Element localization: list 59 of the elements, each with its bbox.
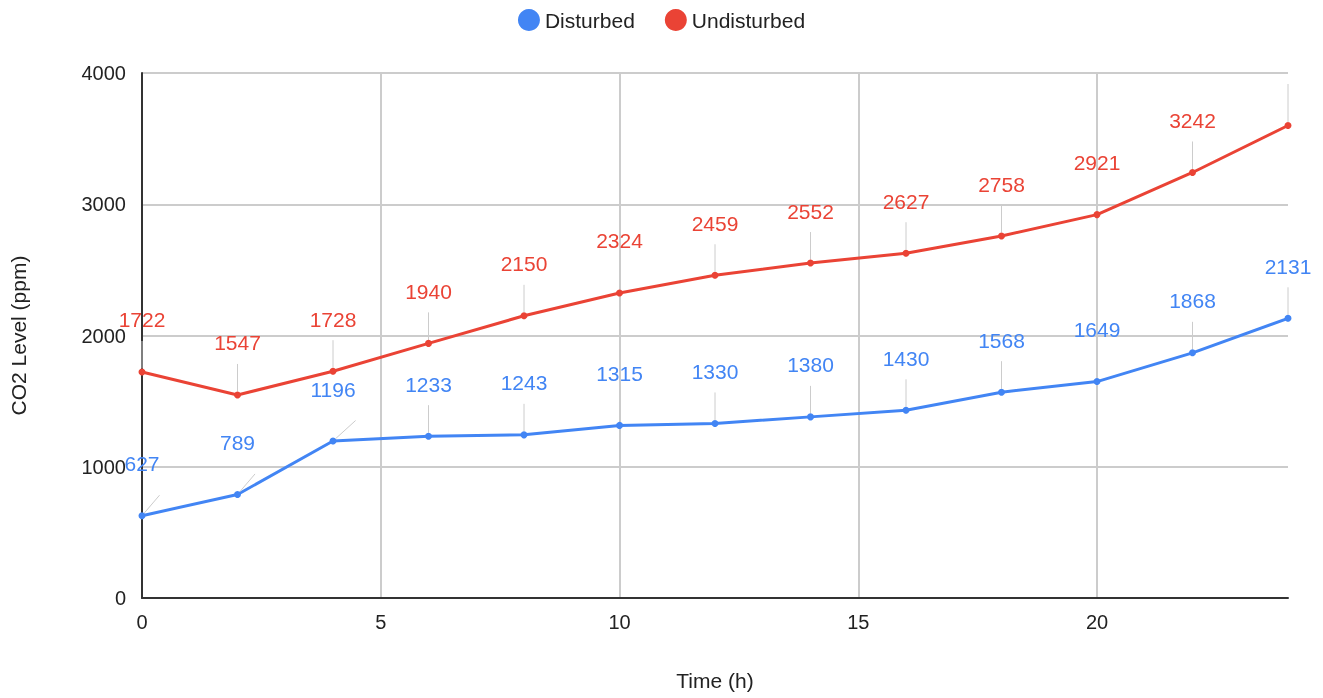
data-label: 2552 bbox=[787, 199, 834, 223]
point bbox=[425, 339, 432, 347]
data-label: 2459 bbox=[691, 211, 739, 235]
point bbox=[1189, 349, 1196, 357]
legend-label: Undisturbed bbox=[691, 8, 806, 32]
point bbox=[807, 413, 814, 421]
point bbox=[616, 289, 623, 297]
point bbox=[1093, 211, 1101, 219]
data-label: 1728 bbox=[309, 307, 357, 331]
data-label: 2627 bbox=[882, 189, 930, 213]
data-label: 1233 bbox=[405, 372, 452, 396]
x-axis-title: Time (h) bbox=[676, 669, 754, 692]
data-label: 1196 bbox=[310, 377, 356, 401]
y-axis-title: CO2 Level (ppm) bbox=[7, 255, 30, 416]
data-label: 3242 bbox=[1169, 108, 1216, 132]
point bbox=[807, 259, 814, 267]
data-label: 2131 bbox=[1264, 254, 1312, 278]
data-label: 789 bbox=[219, 430, 256, 454]
point bbox=[1284, 314, 1292, 322]
point bbox=[616, 421, 623, 429]
y-tick-label: 1000 bbox=[81, 455, 126, 478]
point bbox=[520, 312, 528, 320]
point bbox=[1284, 122, 1292, 129]
point bbox=[1189, 168, 1196, 176]
x-tick-label: 0 bbox=[136, 611, 148, 633]
point bbox=[998, 232, 1005, 240]
y-tick-label: 4000 bbox=[81, 62, 126, 84]
x-tick-label: 20 bbox=[1085, 611, 1109, 633]
point bbox=[234, 391, 241, 399]
data-label: 1547 bbox=[214, 331, 261, 355]
data-label: 2150 bbox=[500, 252, 548, 276]
data-label: 1568 bbox=[978, 328, 1025, 352]
point bbox=[902, 249, 910, 257]
point bbox=[425, 432, 432, 440]
x-tick-label: 15 bbox=[847, 611, 870, 633]
data-label: 1330 bbox=[691, 359, 739, 383]
y-tick-label: 0 bbox=[114, 587, 126, 609]
data-label: 1940 bbox=[405, 279, 452, 303]
point bbox=[998, 388, 1005, 396]
point bbox=[711, 271, 719, 279]
x-tick-label: 10 bbox=[608, 611, 631, 633]
data-label: 1315 bbox=[596, 361, 643, 385]
data-label: 2324 bbox=[596, 229, 644, 253]
point bbox=[1093, 378, 1101, 386]
legend-label: Disturbed bbox=[544, 8, 635, 32]
point bbox=[234, 490, 241, 498]
y-tick-label: 3000 bbox=[81, 193, 126, 216]
point bbox=[138, 512, 146, 520]
data-label: 1430 bbox=[882, 346, 930, 370]
point bbox=[711, 419, 719, 427]
data-label: 1380 bbox=[787, 353, 834, 377]
point bbox=[902, 406, 910, 414]
data-label: 2921 bbox=[1073, 151, 1121, 175]
data-label: 2758 bbox=[978, 172, 1025, 196]
point bbox=[329, 367, 337, 375]
data-label: 1868 bbox=[1169, 289, 1216, 313]
x-tick-label: 5 bbox=[375, 611, 387, 633]
data-label: 1649 bbox=[1073, 318, 1121, 342]
data-label: 1243 bbox=[500, 371, 548, 395]
